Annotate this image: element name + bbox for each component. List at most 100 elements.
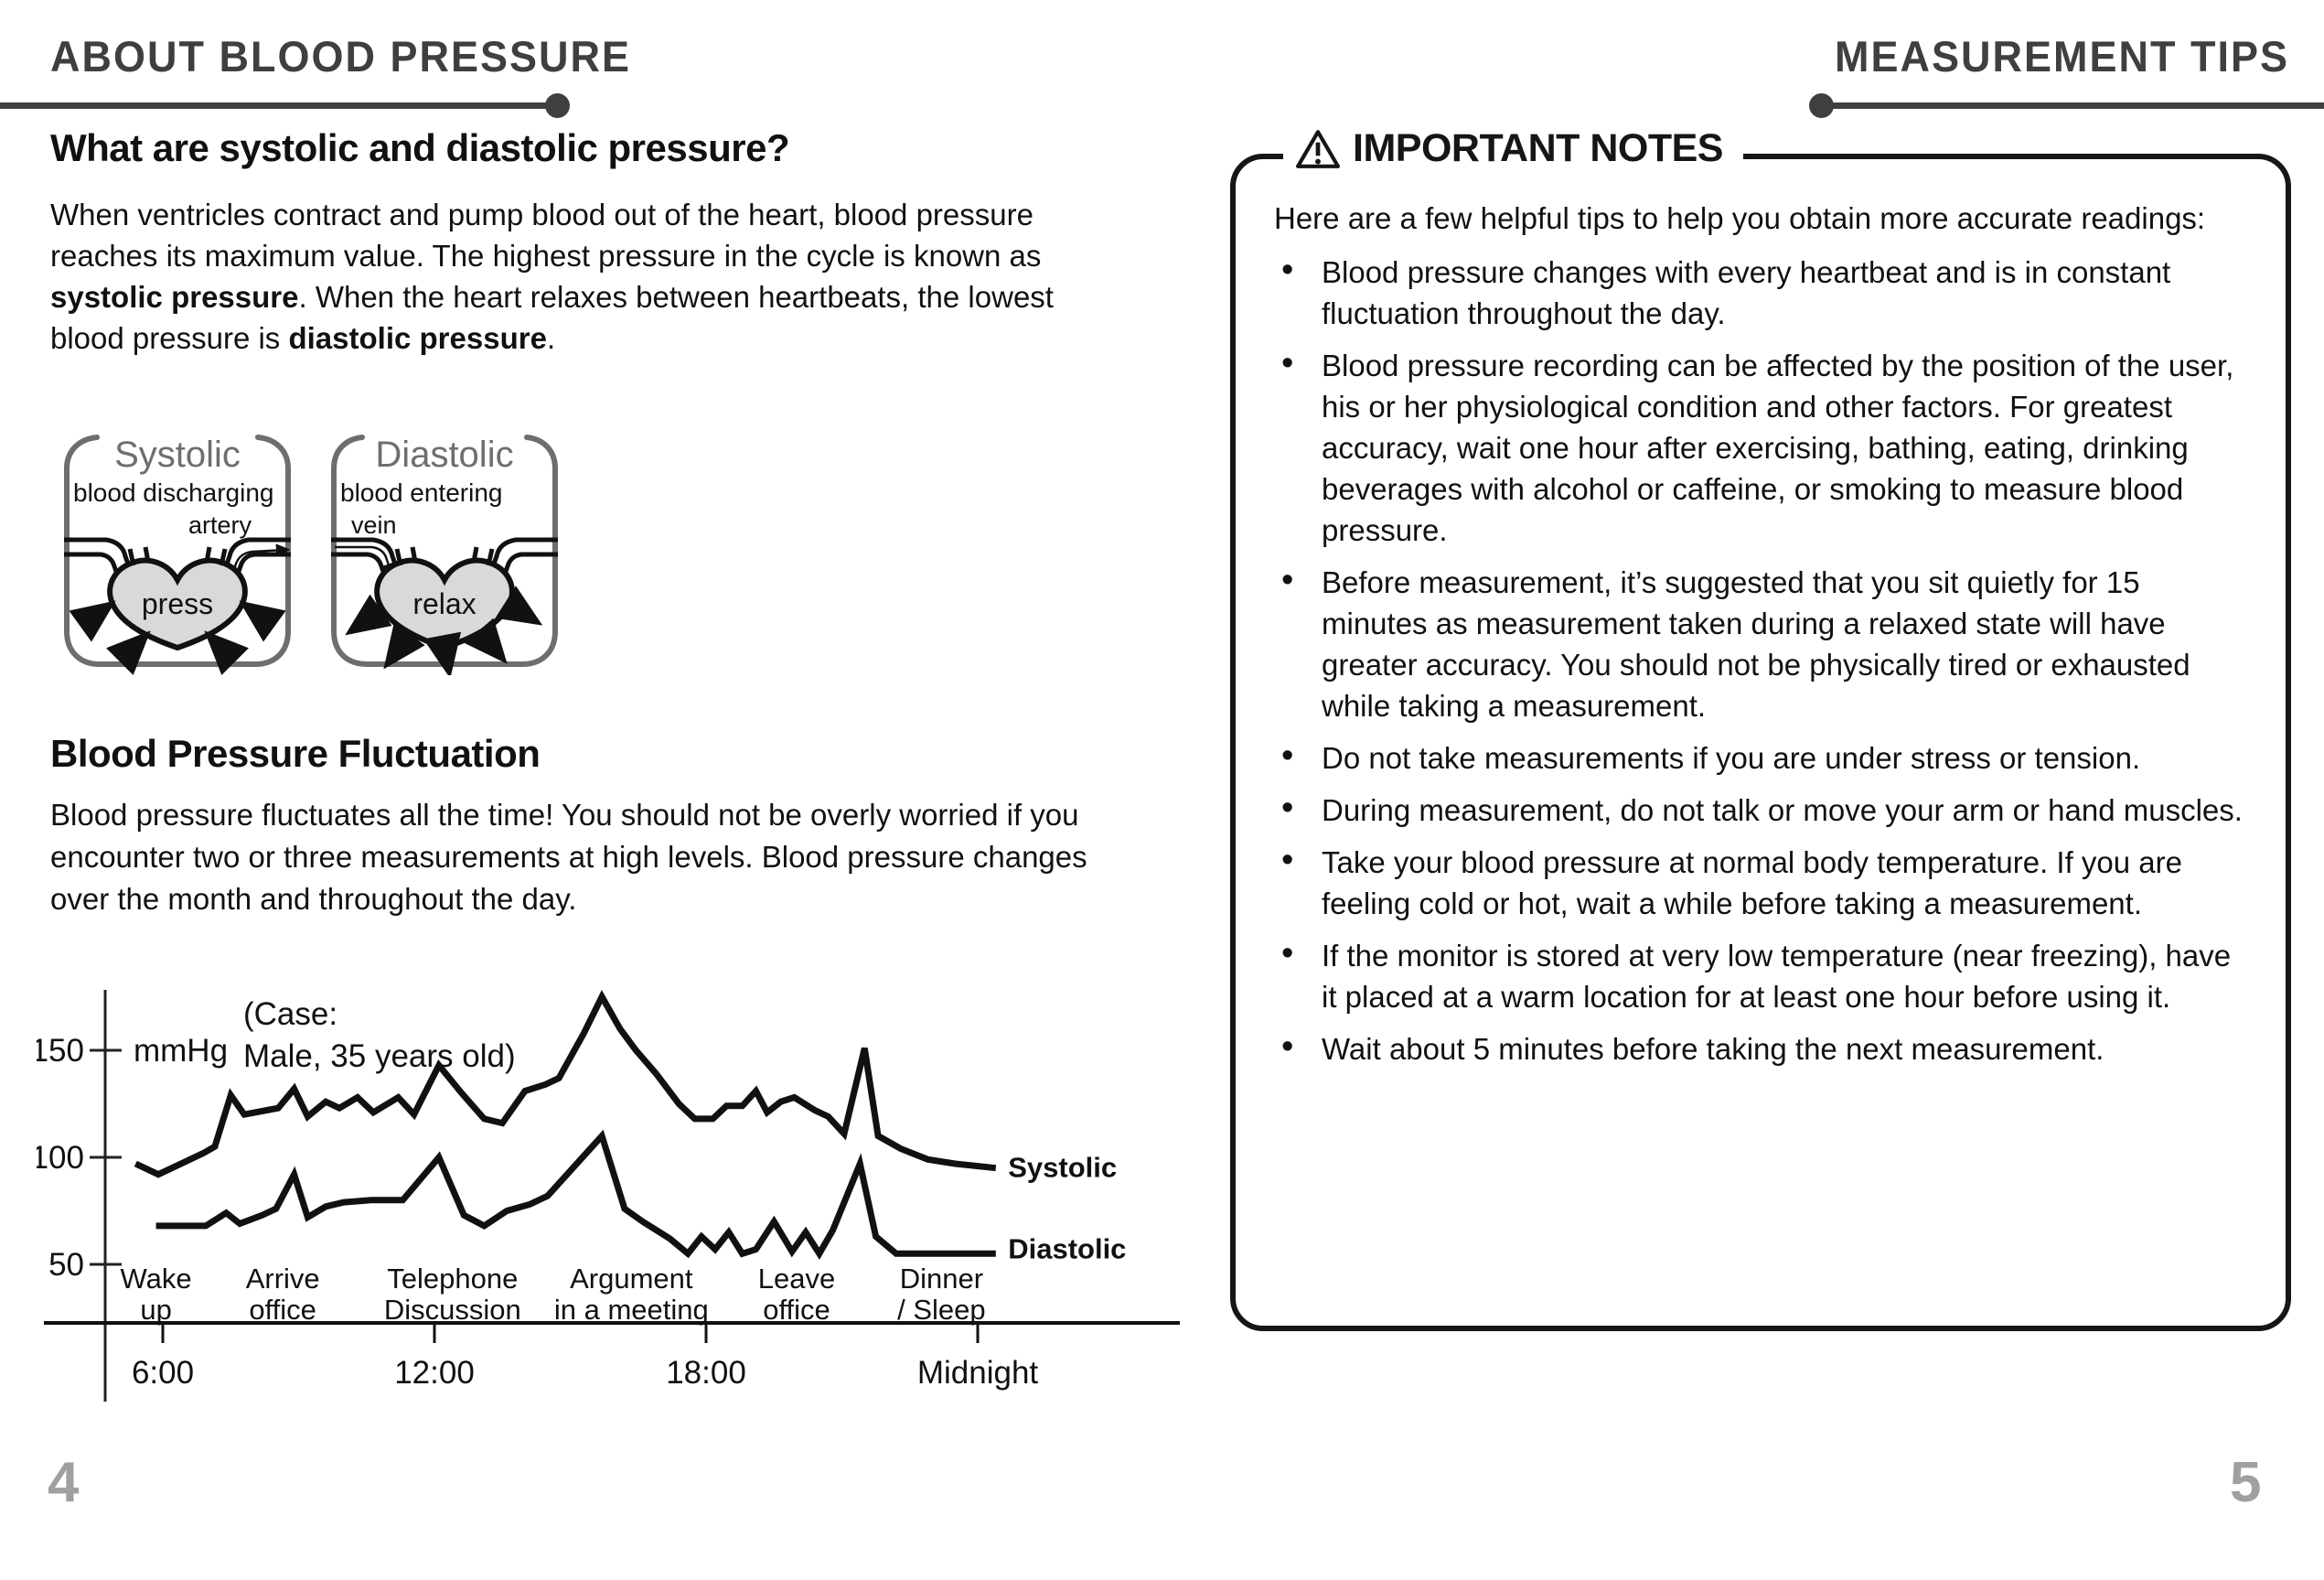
vein-vessel-inner xyxy=(331,552,388,577)
left-page-header: ABOUT BLOOD PRESSURE xyxy=(50,31,632,81)
vessel-stub xyxy=(219,548,228,566)
note-item: Wait about 5 minutes before taking the n… xyxy=(1274,1026,2244,1069)
intro-text-1: When ventricles contract and pump blood … xyxy=(50,198,1042,273)
important-notes-content: Here are a few helpful tips to help you … xyxy=(1274,198,2244,1080)
left-header-rule xyxy=(0,102,549,109)
note-item: Do not take measurements if you are unde… xyxy=(1274,736,2244,779)
event-label: / Sleep xyxy=(897,1294,986,1326)
systolic-diagram: Systolic blood discharging artery press xyxy=(53,426,302,675)
systolic-left-vessel xyxy=(64,537,133,570)
warning-icon xyxy=(1296,129,1341,168)
relax-arrow xyxy=(383,622,425,670)
diastolic-box-title: Diastolic xyxy=(375,435,513,475)
relax-arrow xyxy=(464,618,508,664)
right-header-rule xyxy=(1824,102,2324,109)
event-label: up xyxy=(140,1294,171,1326)
note-item: Blood pressure recording can be affected… xyxy=(1274,343,2244,551)
artery-label: artery xyxy=(188,511,252,539)
relax-label: relax xyxy=(412,587,476,620)
artery-vessel-inner xyxy=(234,552,291,577)
heart-shape xyxy=(107,557,248,651)
press-arrow xyxy=(69,600,116,642)
unit-label: mmHg xyxy=(134,1033,228,1069)
event-label: office xyxy=(249,1294,316,1326)
systolic-box-border xyxy=(64,435,291,667)
note-item: If the monitor is stored at very low tem… xyxy=(1274,933,2244,1017)
fluctuation-paragraph: Blood pressure fluctuates all the time! … xyxy=(50,798,1087,916)
left-header-dot xyxy=(545,93,570,118)
note-item: Take your blood pressure at normal body … xyxy=(1274,840,2244,924)
y-tick-label: 100 xyxy=(37,1140,84,1176)
event-label: Arrive xyxy=(246,1263,320,1295)
diastolic-diagram: Diastolic blood entering vein relax xyxy=(320,426,569,675)
vessel-stub xyxy=(486,548,495,566)
diastolic-series-label: Diastolic xyxy=(1008,1233,1126,1265)
right-page-header: MEASUREMENT TIPS xyxy=(1834,31,2289,81)
vein-flow-arrow xyxy=(335,545,395,578)
relax-arrow xyxy=(345,594,392,636)
intro-text-2: . When the heart relaxes between heartbe… xyxy=(50,280,1054,355)
vessel-stub xyxy=(127,548,136,566)
artery-vessel xyxy=(222,537,291,570)
note-item: Before measurement, it’s suggested that … xyxy=(1274,560,2244,726)
fluctuation-heading: Blood Pressure Fluctuation xyxy=(50,732,541,775)
section-heading-systolic-diastolic: What are systolic and diastolic pressure… xyxy=(50,126,790,169)
event-label: in a meeting xyxy=(554,1294,709,1326)
y-tick-label: 50 xyxy=(48,1247,84,1283)
intro-paragraph: When ventricles contract and pump blood … xyxy=(50,194,1134,359)
press-label: press xyxy=(142,587,213,620)
y-tick-label: 150 xyxy=(37,1033,84,1069)
diastolic-box-caption: blood entering xyxy=(340,478,502,507)
case-annotation: (Case: xyxy=(243,996,337,1032)
diastolic-diagram-graphic: Diastolic blood entering vein relax xyxy=(331,435,558,675)
vessel-stub xyxy=(143,546,151,563)
diastolic-line xyxy=(155,1129,996,1261)
systolic-box-title: Systolic xyxy=(114,435,241,475)
note-item: Blood pressure changes with every heartb… xyxy=(1274,250,2244,334)
fluctuation-chart-container: 150 100 50 mmHg (Case: Male, 35 years old) 6:0… xyxy=(31,977,1187,1453)
note-item: During measurement, do not talk or move … xyxy=(1274,788,2244,831)
event-label: Argument xyxy=(570,1263,693,1295)
relax-arrow xyxy=(423,631,462,675)
notes-intro: Here are a few helpful tips to help you … xyxy=(1274,201,2206,235)
event-label: Leave xyxy=(758,1263,835,1295)
vessel-stub xyxy=(471,546,479,563)
diastolic-right-vessel xyxy=(489,537,558,570)
page-number-right: 5 xyxy=(2230,1451,2262,1514)
relax-arrow xyxy=(495,586,543,626)
vessel-stub xyxy=(204,546,212,563)
event-label: Wake xyxy=(121,1263,192,1295)
notes-list: Blood pressure changes with every heartb… xyxy=(1274,250,2244,1069)
press-arrow xyxy=(105,630,151,675)
event-label: Dinner xyxy=(900,1263,983,1295)
systolic-diagram-graphic: Systolic blood discharging artery press xyxy=(64,435,291,675)
right-header-dot xyxy=(1809,93,1834,118)
diastolic-pressure-term: diastolic pressure xyxy=(288,321,547,355)
systolic-box-caption: blood discharging xyxy=(73,478,274,507)
systolic-pressure-term: systolic pressure xyxy=(50,280,299,314)
event-label: Discussion xyxy=(384,1294,521,1326)
systolic-left-vessel-inner xyxy=(64,552,121,577)
x-tick-label: 18:00 xyxy=(666,1355,746,1391)
important-notes-title: IMPORTANT NOTES xyxy=(1283,126,1743,171)
press-arrow xyxy=(204,630,250,675)
x-tick-label: Midnight xyxy=(917,1355,1039,1391)
press-arrow xyxy=(239,600,286,642)
x-tick-label: 6:00 xyxy=(132,1355,194,1391)
important-notes-box: IMPORTANT NOTES Here are a few helpful t… xyxy=(1230,126,2291,1331)
vein-vessel xyxy=(331,537,400,570)
intro-text-3: . xyxy=(546,321,556,355)
vessel-stub xyxy=(410,546,418,563)
page-number-left: 4 xyxy=(48,1451,80,1514)
important-notes-title-text: IMPORTANT NOTES xyxy=(1353,126,1723,170)
event-label: Telephone xyxy=(387,1263,518,1295)
event-label: office xyxy=(763,1294,830,1326)
case-annotation: Male, 35 years old) xyxy=(243,1038,516,1074)
systolic-series-label: Systolic xyxy=(1008,1152,1117,1184)
vessel-stub xyxy=(394,548,403,566)
diastolic-right-vessel-inner xyxy=(501,552,558,577)
vein-label: vein xyxy=(351,511,397,539)
x-tick-label: 12:00 xyxy=(394,1355,475,1391)
systolic-line xyxy=(134,990,997,1178)
